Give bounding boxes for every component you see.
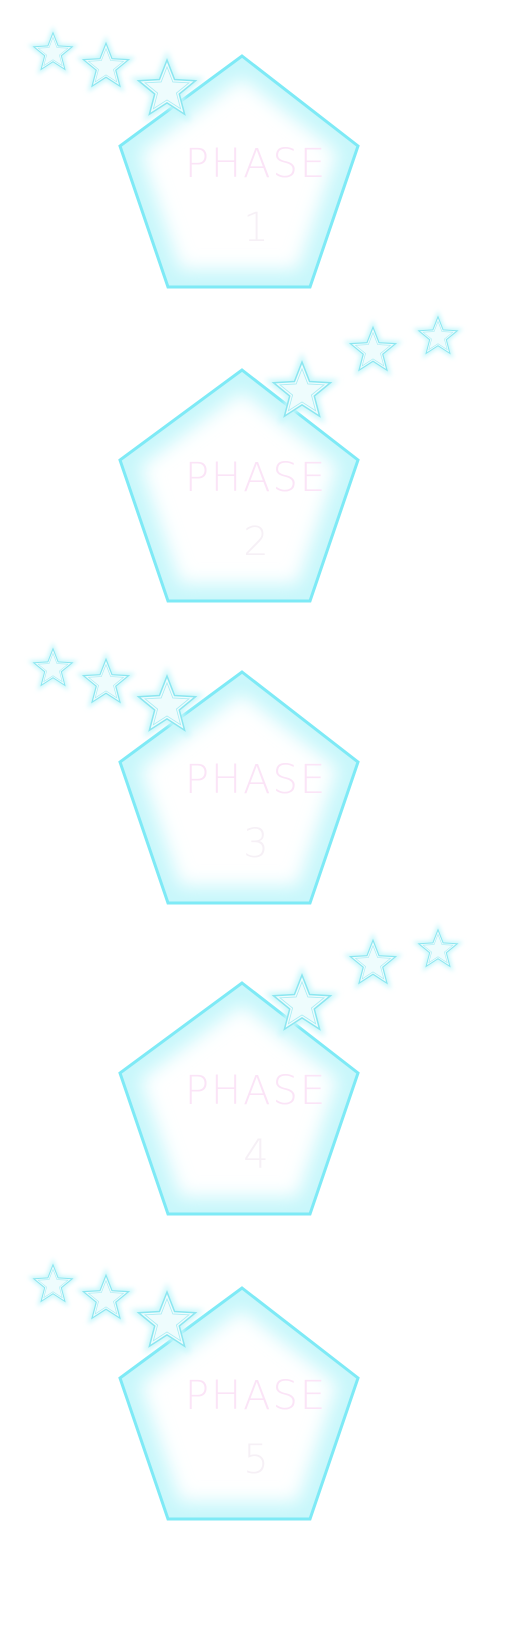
star-icon: [27, 1258, 79, 1307]
star-icon: [343, 932, 403, 990]
star-icon: [27, 642, 79, 691]
phase-label: PHASE: [184, 1068, 328, 1114]
pentagon-badge: [118, 368, 360, 603]
star-icon: [27, 26, 79, 75]
phase-label: PHASE: [184, 1373, 328, 1419]
phase-tile-3[interactable]: PHASE 3: [0, 616, 512, 936]
phase-number: 2: [243, 519, 269, 565]
phase-number: 3: [243, 821, 269, 867]
phase-label: PHASE: [184, 455, 328, 501]
star-icon: [76, 35, 136, 93]
star-icon: [76, 1267, 136, 1325]
star-icon: [412, 923, 464, 972]
phase-number: 4: [243, 1132, 269, 1178]
phase-tile-4[interactable]: PHASE 4: [0, 923, 512, 1247]
phase-tile-2[interactable]: PHASE 2: [0, 310, 512, 634]
star-icon: [412, 310, 464, 359]
phase-number: 5: [243, 1437, 269, 1483]
star-icon: [129, 50, 205, 122]
phase-label: PHASE: [184, 757, 328, 803]
phase-tile-1[interactable]: PHASE 1: [0, 0, 512, 320]
star-icon: [129, 666, 205, 738]
star-icon: [264, 965, 340, 1037]
phase-label: PHASE: [184, 141, 328, 187]
star-icon: [76, 651, 136, 709]
phase-number: 1: [243, 205, 269, 251]
star-icon: [343, 319, 403, 377]
phase-tile-5[interactable]: PHASE 5: [0, 1232, 512, 1552]
pentagon-badge: [118, 981, 360, 1216]
star-icon: [264, 352, 340, 424]
star-icon: [129, 1282, 205, 1354]
